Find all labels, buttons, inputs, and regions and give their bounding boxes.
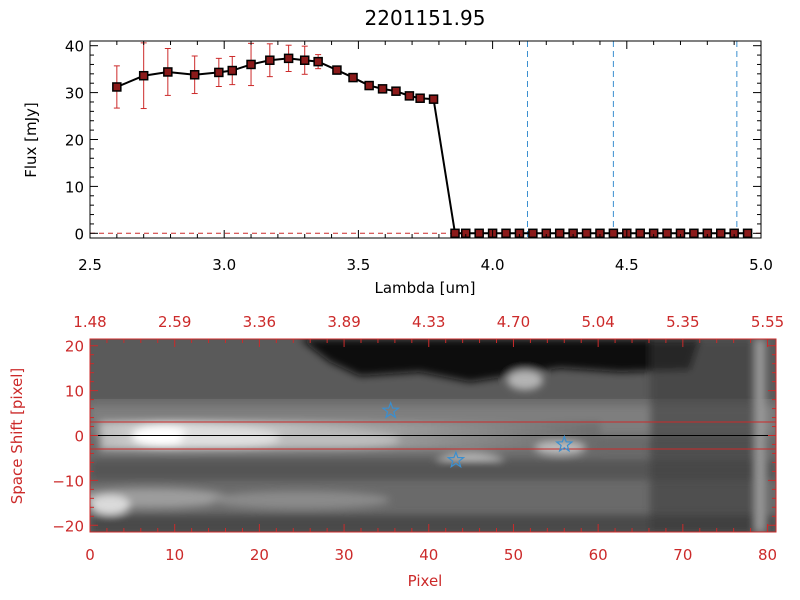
spectrum-image	[90, 339, 776, 532]
flux-x-axis: 2.5 3.0 3.5 4.0 4.5 5.0	[78, 41, 773, 274]
wavelength-top-tick-label-5: 4.70	[497, 313, 530, 331]
flux-point-33	[635, 228, 645, 239]
flux-point-1	[138, 70, 149, 81]
wavelength-top-tick-label-3: 3.89	[327, 313, 360, 331]
flux-y-axis-title: Flux [mJy]	[22, 102, 40, 178]
space-shift-y-tick-label-3: 10	[65, 383, 84, 401]
flux-x-tick-label-1: 3.0	[212, 256, 236, 274]
wavelength-top-tick-label-7: 5.35	[666, 313, 699, 331]
flux-plot-area	[90, 41, 761, 239]
pixel-x-tick-label-6: 60	[589, 546, 608, 564]
space-shift-y-axis: −20 −10 0 10 20	[52, 338, 776, 535]
flux-x-tick-label-2: 3.5	[346, 256, 370, 274]
flux-point-35	[662, 228, 672, 239]
pixel-x-tick-label-2: 20	[250, 546, 269, 564]
flux-point-12	[348, 72, 358, 83]
flux-x-tick-label-5: 5.0	[749, 256, 773, 274]
flux-y-tick-label-1: 10	[65, 178, 84, 196]
wavelength-top-tick-label-1: 2.59	[158, 313, 191, 331]
wavelength-top-tick-label-0: 1.48	[73, 313, 106, 331]
star-marker-2	[555, 434, 574, 453]
wavelength-top-tick-label-6: 5.04	[581, 313, 614, 331]
pixel-x-tick-label-7: 70	[673, 546, 692, 564]
flux-point-21	[474, 228, 484, 239]
flux-point-31	[608, 228, 619, 239]
pixel-x-tick-label-5: 50	[504, 546, 523, 564]
wavelength-top-tick-label-4: 4.33	[412, 313, 445, 331]
flux-point-7	[265, 55, 275, 65]
flux-y-tick-label-0: 0	[74, 225, 84, 243]
flux-point-16	[404, 91, 415, 101]
flux-point-19	[450, 228, 460, 239]
wavelength-top-tick-label-8: 5.55	[751, 313, 784, 331]
flux-point-13	[364, 80, 374, 91]
flux-point-29	[581, 228, 592, 239]
flux-point-25	[528, 228, 538, 239]
flux-chart: 2201151.95 2.5 3.0 3.5 4.0 4.5 5.0 010203040 …	[22, 6, 773, 297]
pixel-x-tick-label-8: 80	[758, 546, 777, 564]
flux-point-14	[377, 84, 388, 94]
flux-x-tick-label-4: 4.5	[615, 256, 639, 274]
spectrum-image-chart: 0 10 20 30 40 50 60 70 80 1.48 2.59 3.36 3.89 4.33 4.…	[8, 313, 784, 590]
flux-point-8	[283, 53, 294, 64]
flux-point-15	[391, 86, 401, 96]
space-shift-y-tick-label-0: −20	[52, 517, 84, 535]
pixel-x-tick-label-3: 30	[335, 546, 354, 564]
pixel-x-tick-label-0: 0	[85, 546, 95, 564]
flux-point-9	[299, 55, 310, 65]
flux-point-0	[112, 82, 122, 92]
space-shift-y-tick-label-1: −10	[52, 472, 84, 490]
flux-point-4	[214, 67, 224, 78]
flux-y-tick-label-3: 30	[65, 85, 84, 103]
flux-series-line	[116, 57, 748, 235]
space-shift-y-tick-label-4: 20	[65, 338, 84, 356]
flux-point-39	[715, 228, 726, 239]
pixel-x-axis: 0 10 20 30 40 50 60 70 80	[85, 524, 777, 564]
flux-y-tick-label-4: 40	[65, 38, 84, 56]
wavelength-top-axis: 1.48 2.59 3.36 3.89 4.33 4.70 5.04 5.35 5.55	[73, 313, 784, 347]
flux-point-3	[189, 70, 200, 80]
flux-point-27	[554, 228, 565, 239]
flux-point-37	[689, 228, 699, 239]
chart-title: 2201151.95	[365, 6, 486, 30]
flux-point-10	[313, 56, 323, 67]
flux-point-18	[428, 94, 439, 104]
flux-point-6	[246, 59, 256, 70]
flux-x-axis-title: Lambda [um]	[375, 279, 476, 297]
flux-x-tick-label-0: 2.5	[78, 256, 102, 274]
wavelength-top-tick-label-2: 3.36	[243, 313, 276, 331]
pixel-x-tick-label-1: 10	[165, 546, 184, 564]
flux-point-2	[163, 67, 173, 77]
space-shift-y-tick-label-2: 0	[74, 428, 84, 446]
flux-point-41	[742, 228, 753, 239]
flux-point-17	[415, 93, 425, 103]
flux-y-axis: 0 10 20 30 40	[65, 38, 761, 243]
flux-point-11	[332, 65, 342, 75]
star-marker-1	[446, 450, 466, 469]
flux-point-5	[227, 65, 238, 76]
pixel-x-axis-title: Pixel	[408, 572, 443, 590]
flux-y-tick-label-2: 20	[65, 132, 84, 150]
flux-x-tick-label-3: 4.0	[481, 256, 505, 274]
flux-point-23	[501, 228, 511, 239]
space-shift-y-axis-title: Space Shift [pixel]	[8, 368, 26, 505]
spectrum-overlay	[90, 401, 776, 469]
pixel-x-tick-label-4: 40	[419, 546, 438, 564]
star-marker-0	[381, 401, 400, 419]
